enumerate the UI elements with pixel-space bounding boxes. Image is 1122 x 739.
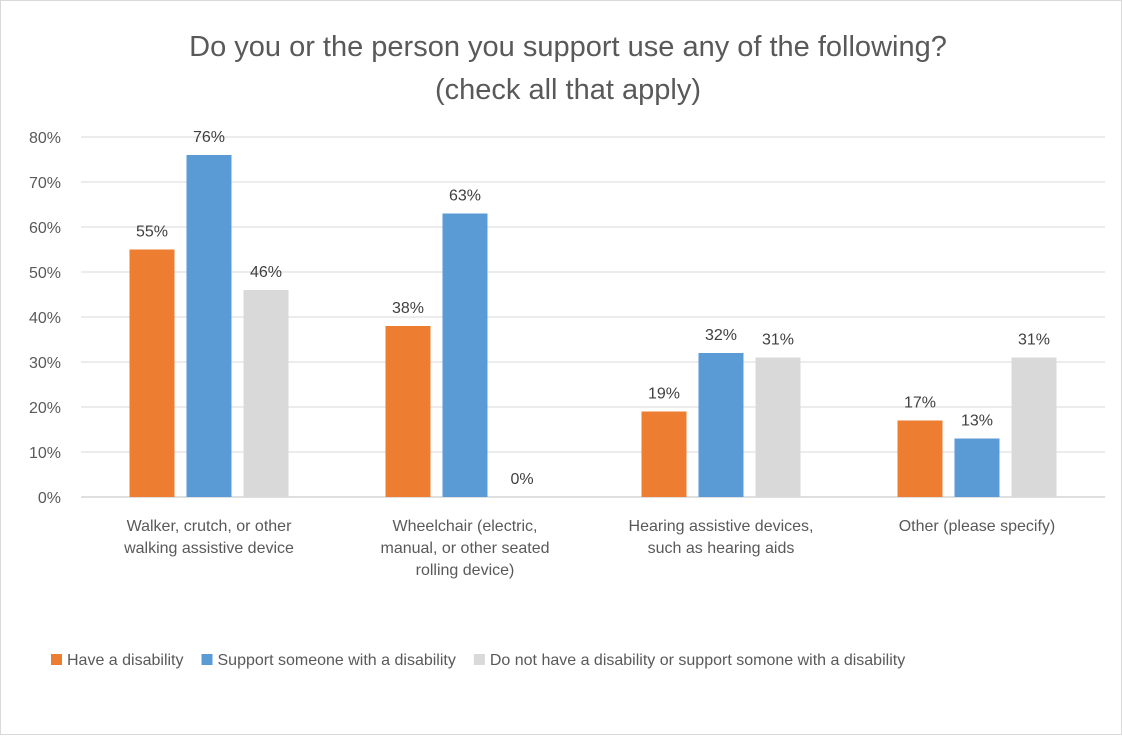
chart-title-line-1: Do you or the person you support use any… (189, 31, 947, 63)
x-category-label: walking assistive device (123, 540, 294, 557)
x-category-label: Wheelchair (electric, (393, 518, 538, 535)
data-label: 17% (904, 395, 936, 412)
y-axis-tick-labels: 0% 10% 20% 30% 40% 50% 60% 70% 80% (29, 130, 61, 507)
legend-label: Have a disability (67, 652, 184, 669)
bar (897, 420, 943, 497)
y-tick-label: 30% (29, 355, 61, 372)
y-tick-label: 50% (29, 265, 61, 282)
bar (129, 249, 175, 497)
data-label: 0% (510, 471, 533, 488)
chart-title-line-2: (check all that apply) (435, 74, 701, 106)
chart-title: Do you or the person you support use any… (189, 31, 947, 106)
x-category-label: Hearing assistive devices, (629, 518, 814, 535)
legend-label: Do not have a disability or support somo… (490, 652, 905, 669)
y-tick-label: 0% (38, 490, 61, 507)
data-label: 55% (136, 224, 168, 241)
bar (641, 411, 687, 497)
bar (186, 155, 232, 497)
bar-series (129, 155, 1057, 497)
legend-swatch (473, 654, 485, 665)
y-tick-label: 70% (29, 175, 61, 192)
y-tick-label: 10% (29, 445, 61, 462)
bar (243, 290, 289, 497)
bar (385, 326, 431, 497)
data-label: 38% (392, 300, 424, 317)
x-axis-category-labels: Walker, crutch, or other walking assistiv… (123, 518, 1055, 579)
x-category-label: manual, or other seated (381, 540, 550, 557)
legend-swatch (201, 654, 213, 665)
x-category-label: Other (please specify) (899, 518, 1056, 535)
bar (698, 353, 744, 497)
data-label: 13% (961, 413, 993, 430)
bar (442, 213, 488, 497)
legend: Have a disability Support someone with a … (51, 652, 905, 669)
data-label: 32% (705, 327, 737, 344)
x-category-label: rolling device) (416, 562, 515, 579)
data-label: 19% (648, 386, 680, 403)
x-category-label: Walker, crutch, or other (127, 518, 292, 535)
legend-swatch (51, 654, 62, 665)
data-label: 76% (193, 129, 225, 146)
data-labels: 55% 76% 46% 38% 63% 0% 19% 32% 31% 17% 13% 31% (136, 129, 1050, 488)
bar (954, 438, 1000, 497)
y-tick-label: 40% (29, 310, 61, 327)
bar (755, 357, 801, 497)
data-label: 31% (762, 332, 794, 349)
x-category-label: such as hearing aids (648, 540, 795, 557)
y-tick-label: 60% (29, 220, 61, 237)
data-label: 46% (250, 264, 282, 281)
data-label: 31% (1018, 332, 1050, 349)
data-label: 63% (449, 188, 481, 205)
y-tick-label: 20% (29, 400, 61, 417)
bar (1011, 357, 1057, 497)
y-tick-label: 80% (29, 130, 61, 147)
legend-label: Support someone with a disability (218, 652, 456, 669)
gridlines (81, 136, 1105, 498)
